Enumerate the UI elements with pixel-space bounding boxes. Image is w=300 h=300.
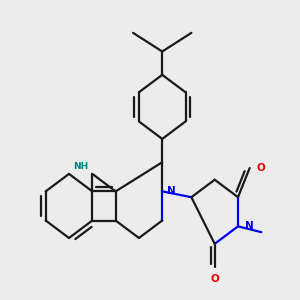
Text: NH: NH (73, 162, 88, 171)
Text: N: N (167, 186, 176, 197)
Text: N: N (245, 221, 254, 231)
Text: O: O (257, 163, 266, 173)
Text: O: O (210, 274, 219, 284)
